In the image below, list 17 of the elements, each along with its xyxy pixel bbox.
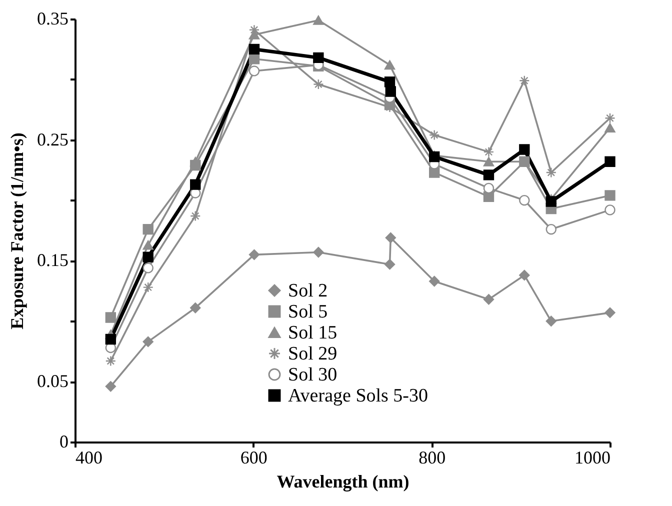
legend-label: Sol 5 [288,302,328,322]
legend-label: Sol 2 [288,280,328,302]
y-tick-label: 0.25 [37,129,68,150]
x-tick-label: 400 [76,448,102,468]
legend-label: Sol 29 [288,344,338,364]
y-tick-label: 0.35 [37,8,68,28]
y-axis-title: Exposure Factor (1/nm•s) [7,132,27,330]
x-tick-label: 800 [418,448,446,468]
legend-label: Sol 15 [288,322,338,344]
legend-label: Average Sols 5-30 [288,386,428,406]
x-tick-label: 1000 [574,448,610,468]
y-tick-label: 0.05 [37,371,68,392]
x-tick-label: 600 [240,448,268,468]
legend-label: Sol 30 [288,364,338,386]
y-tick-label: 0.15 [37,250,68,270]
x-axis-title: Wavelength (nm) [276,472,410,492]
y-tick-label: 0 [60,432,68,452]
